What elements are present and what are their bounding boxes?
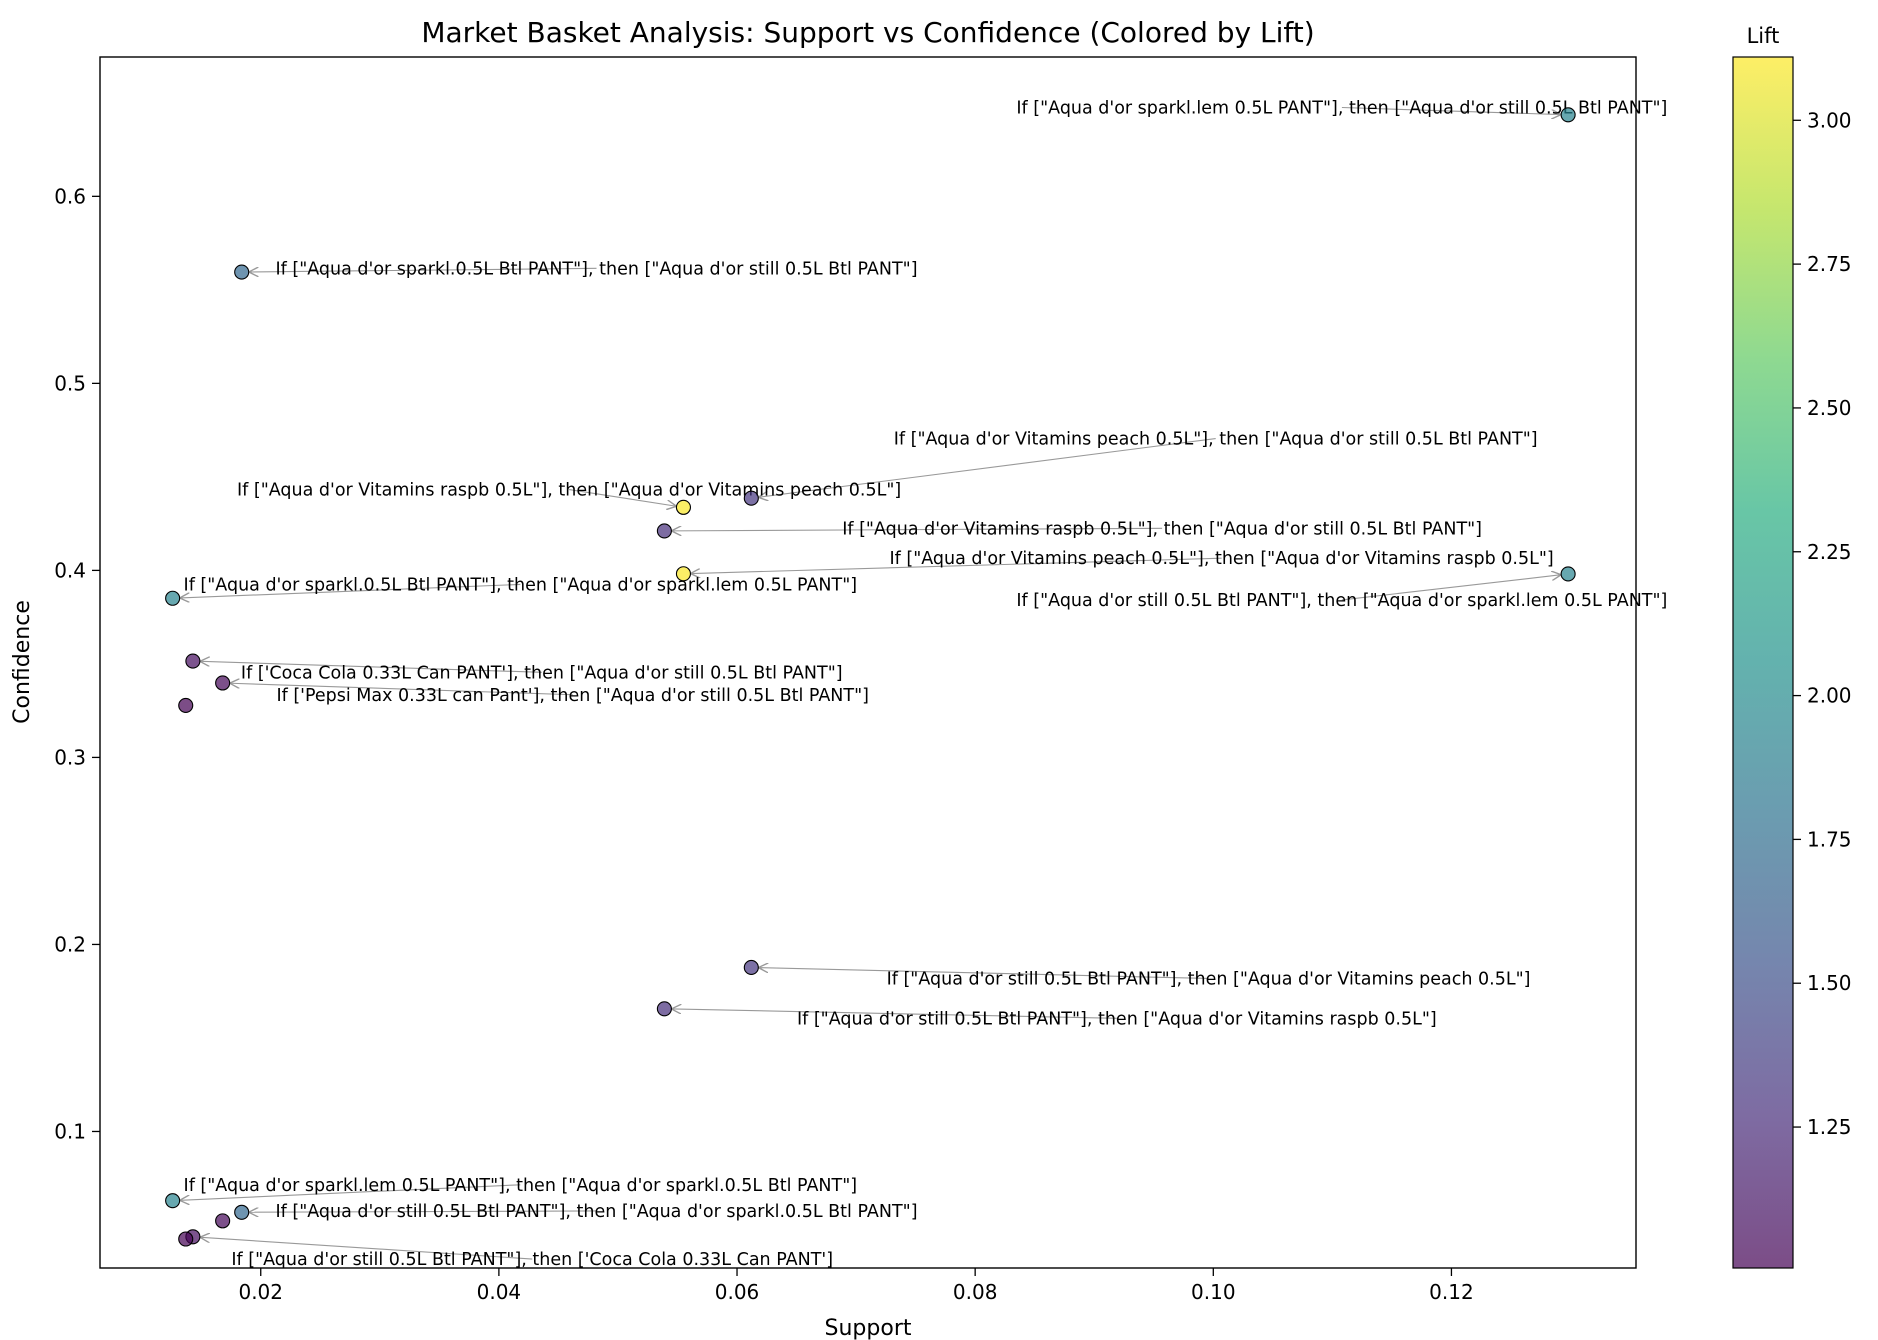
annotation-label: If ["Aqua d'or Vitamins raspb 0.5L"], th…	[842, 519, 1482, 539]
data-point	[675, 566, 691, 582]
annotation-arrow	[672, 528, 1163, 531]
x-tick-label: 0.08	[953, 1280, 998, 1304]
y-tick-label: 0.5	[54, 371, 86, 395]
annotation-label: If ["Aqua d'or still 0.5L Btl PANT"], th…	[1016, 591, 1667, 611]
annotation-arrow	[1341, 575, 1560, 601]
data-point	[743, 959, 759, 975]
y-tick-label: 0.1	[54, 1119, 86, 1143]
y-tick-label: 0.6	[54, 184, 86, 208]
data-point	[185, 653, 201, 669]
annotation-label: If ["Aqua d'or still 0.5L Btl PANT"], th…	[797, 1009, 1437, 1029]
annotation-arrow	[759, 437, 1216, 498]
annotation-arrow	[181, 1184, 521, 1201]
colorbar-tick-label: 2.50	[1807, 396, 1852, 420]
annotation-label: If ["Aqua d'or sparkl.lem 0.5L PANT"], t…	[1016, 98, 1667, 118]
annotation-arrow	[672, 1009, 1117, 1019]
x-tick-label: 0.04	[477, 1280, 522, 1304]
x-tick-label: 0.06	[715, 1280, 760, 1304]
annotation-label: If ["Aqua d'or Vitamins peach 0.5L"], th…	[894, 430, 1538, 450]
annotation-label: If ['Coca Cola 0.33L Can PANT'], then ["…	[241, 663, 843, 683]
y-axis-label: Confidence	[10, 600, 35, 724]
colorbar-tick-label: 2.00	[1807, 684, 1852, 708]
annotation-arrow	[231, 683, 573, 696]
annotation-label: If ["Aqua d'or Vitamins raspb 0.5L"], th…	[237, 481, 901, 501]
annotation-label: If ["Aqua d'or still 0.5L Btl PANT"], th…	[887, 969, 1531, 989]
annotation-label: If ["Aqua d'or sparkl.lem 0.5L PANT"], t…	[184, 1176, 858, 1196]
y-axis: 0.1 0.2 0.3 0.4 0.5 0.6	[54, 184, 100, 1143]
annotation-arrow	[181, 583, 521, 598]
annotation-arrow	[201, 661, 542, 673]
x-tick-label: 0.10	[1191, 1280, 1236, 1304]
annotation-arrow	[759, 968, 1209, 980]
x-axis: 0.02 0.04 0.06 0.08 0.10 0.12	[238, 1268, 1474, 1304]
annotation-label: If ["Aqua d'or sparkl.0.5L Btl PANT"], t…	[276, 259, 918, 279]
annotation-label: If ["Aqua d'or Vitamins peach 0.5L"], th…	[890, 549, 1554, 569]
x-axis-label: Support	[825, 1316, 912, 1340]
annotation-label: If ['Pepsi Max 0.33L can Pant'], then ["…	[276, 686, 869, 706]
colorbar-tick-label: 1.50	[1807, 971, 1852, 995]
data-point	[165, 590, 181, 606]
data-point	[215, 675, 231, 691]
annotation-arrow	[569, 489, 675, 507]
annotation-label: If ["Aqua d'or still 0.5L Btl PANT"], th…	[231, 1250, 833, 1270]
x-tick-label: 0.12	[1429, 1280, 1474, 1304]
annotation-arrow	[201, 1237, 533, 1260]
colorbar-tick-label: 2.75	[1807, 252, 1852, 276]
colorbar: Lift 1.25 1.50 1.75 2.00 2.25 2.50 2.75 3.00	[1732, 24, 1852, 1269]
colorbar-tick-label: 1.25	[1807, 1115, 1852, 1139]
y-tick-label: 0.2	[54, 932, 86, 956]
plot-area-frame	[99, 56, 1637, 1269]
data-point	[1560, 107, 1576, 123]
data-point	[165, 1193, 181, 1209]
colorbar-gradient	[1732, 56, 1794, 1269]
colorbar-ticks: 1.25 1.50 1.75 2.00 2.25 2.50 2.75 3.00	[1793, 108, 1852, 1139]
data-point	[178, 697, 194, 713]
data-point	[215, 1213, 231, 1229]
annotation-arrow	[691, 557, 1222, 573]
data-point	[1560, 566, 1576, 582]
annotation-label: If ["Aqua d'or still 0.5L Btl PANT"], th…	[276, 1202, 918, 1222]
y-tick-label: 0.4	[54, 558, 86, 582]
colorbar-tick-label: 3.00	[1807, 108, 1852, 132]
data-point	[656, 1001, 672, 1017]
colorbar-title: Lift	[1747, 24, 1780, 48]
data-point	[234, 264, 250, 280]
colorbar-tick-label: 2.25	[1807, 540, 1852, 564]
annotations: If ["Aqua d'or sparkl.lem 0.5L PANT"], t…	[181, 98, 1667, 1270]
data-point	[675, 499, 691, 515]
annotation-arrow	[250, 1211, 597, 1212]
chart-title: Market Basket Analysis: Support vs Confi…	[421, 16, 1314, 49]
data-point	[656, 523, 672, 539]
data-points	[165, 107, 1576, 1247]
data-point	[743, 490, 759, 506]
data-point	[178, 1231, 194, 1247]
data-point	[234, 1204, 250, 1220]
annotation-arrow	[250, 268, 597, 272]
y-tick-label: 0.3	[54, 745, 86, 769]
annotation-arrow	[1341, 106, 1560, 114]
colorbar-tick-label: 1.75	[1807, 827, 1852, 851]
annotation-label: If ["Aqua d'or sparkl.0.5L Btl PANT"], t…	[184, 575, 858, 595]
x-tick-label: 0.02	[238, 1280, 283, 1304]
